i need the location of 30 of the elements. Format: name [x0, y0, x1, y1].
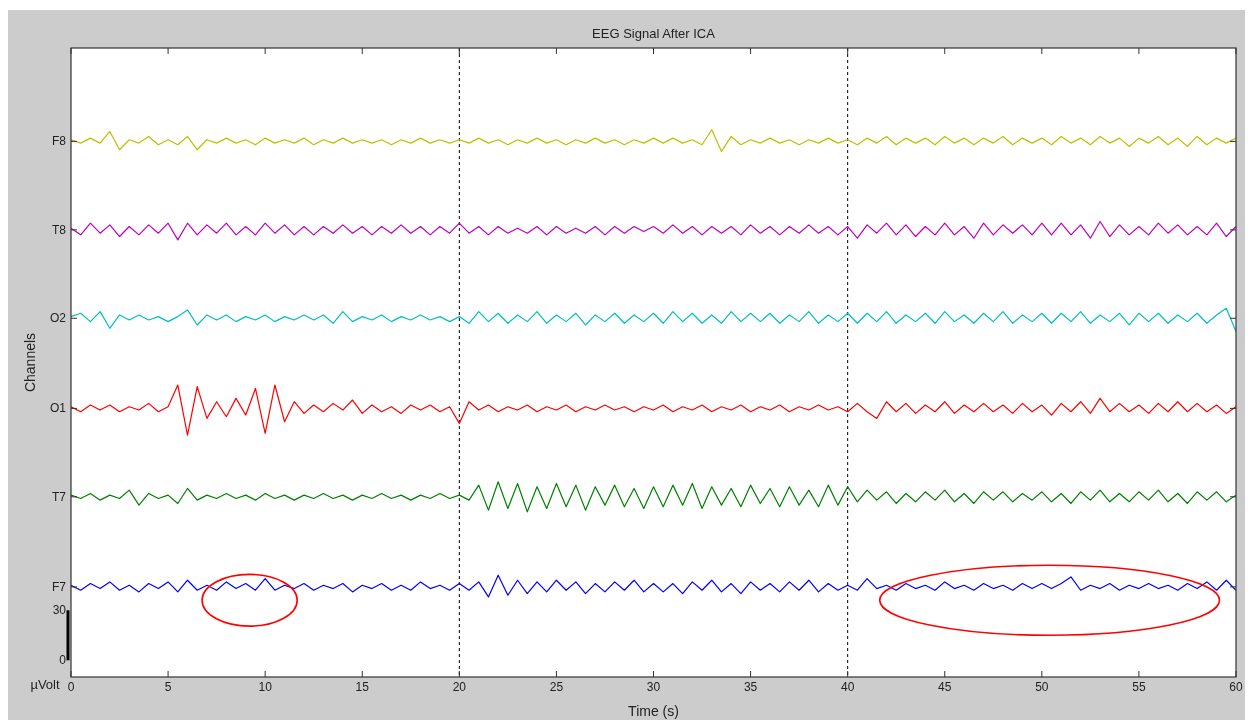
x-axis-title: Time (s) [628, 703, 679, 719]
x-tick-label: 15 [355, 680, 370, 694]
y-tick-label: F8 [51, 134, 67, 149]
y-tick-label: 30 [52, 603, 67, 618]
x-tick-label: 5 [164, 680, 172, 694]
x-tick-label: 40 [840, 680, 855, 694]
x-tick-label: 35 [743, 680, 758, 694]
x-tick-label: 30 [646, 680, 661, 694]
line-series [71, 129, 1236, 153]
y-tick-label: O2 [49, 311, 67, 326]
text: µVolt [30, 677, 60, 692]
y-tick-label: 0 [59, 653, 67, 668]
x-tick-label: 45 [938, 680, 952, 694]
y-tick-label: T8 [51, 222, 67, 237]
y-tick-label: F7 [51, 579, 67, 594]
chart-title: EEG Signal After ICA [592, 26, 716, 41]
x-tick-label: 10 [258, 680, 273, 694]
x-tick-label: 60 [1229, 680, 1243, 694]
line-series [71, 220, 1236, 241]
line-series [71, 307, 1236, 333]
x-tick-label: 55 [1132, 680, 1146, 694]
x-tick-label: 25 [549, 680, 564, 694]
y-tick-label: T7 [51, 489, 67, 504]
line-series [71, 574, 1236, 598]
y-tick-label: O1 [49, 401, 67, 416]
x-tick-label: 20 [452, 680, 467, 694]
x-tick-label: 50 [1035, 680, 1049, 694]
line-series [71, 384, 1236, 436]
y-axis-title: Channels [22, 332, 38, 393]
line-series [71, 481, 1236, 513]
